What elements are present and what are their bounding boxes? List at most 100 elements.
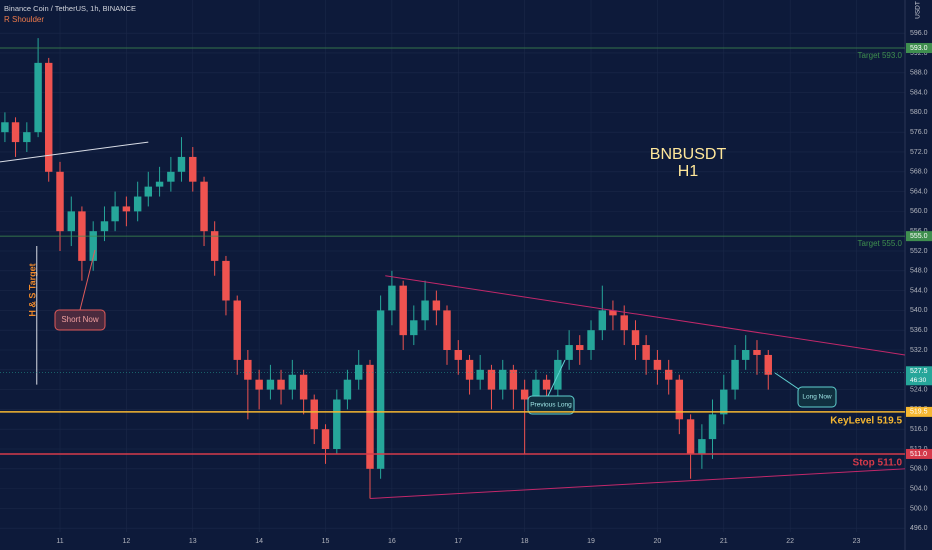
x-tick-label: 21 xyxy=(720,538,728,545)
x-tick-label: 23 xyxy=(853,538,861,545)
candle-body xyxy=(764,354,772,375)
candle-body xyxy=(343,379,352,400)
candle-body xyxy=(222,260,230,301)
candle-body xyxy=(310,399,318,430)
candle-body xyxy=(45,62,53,172)
candle-body xyxy=(144,186,153,197)
x-tick-label: 15 xyxy=(322,538,330,545)
candle-body xyxy=(277,379,285,390)
y-tick-label: 500.0 xyxy=(910,505,928,512)
y-tick-label: 544.0 xyxy=(910,287,928,294)
candle-body xyxy=(155,181,164,187)
level-label: Target 555.0 xyxy=(858,239,903,248)
candle-body xyxy=(23,132,31,143)
y-tick-label: 596.0 xyxy=(910,30,928,37)
candle-body xyxy=(432,300,441,311)
y-tick-label: 516.0 xyxy=(910,426,928,433)
axis-badge xyxy=(906,43,932,54)
level-label: Stop 511.0 xyxy=(853,458,903,469)
y-tick-label: 548.0 xyxy=(910,268,928,275)
x-tick-label: 14 xyxy=(255,538,263,545)
y-tick-label: 532.0 xyxy=(910,347,928,354)
y-tick-label: 536.0 xyxy=(910,327,928,334)
arrow xyxy=(79,249,96,311)
candle-body xyxy=(741,350,750,360)
candle-body xyxy=(399,285,407,336)
callout xyxy=(54,309,106,331)
trendline xyxy=(385,275,906,356)
y-tick-label: 576.0 xyxy=(910,129,928,136)
candle-body xyxy=(653,359,662,370)
candle-body xyxy=(388,285,396,311)
candle-body xyxy=(233,300,241,360)
candle-body xyxy=(565,345,573,360)
y-tick-label: 496.0 xyxy=(910,525,928,532)
axis-badge xyxy=(906,231,932,242)
y-tick-label: 592.0 xyxy=(910,50,928,57)
candle-body xyxy=(598,310,607,331)
candle-body xyxy=(631,330,640,346)
x-tick-label: 19 xyxy=(587,538,595,545)
candle-body xyxy=(509,369,518,390)
candle-body xyxy=(376,310,385,469)
y-tick-label: 584.0 xyxy=(910,89,928,96)
note: R Shoulder xyxy=(4,15,44,24)
candle-body xyxy=(532,379,540,400)
x-tick-label: 13 xyxy=(189,538,197,545)
candle-body xyxy=(421,300,429,321)
candle-body xyxy=(675,379,684,420)
x-tick-label: 22 xyxy=(786,538,794,545)
y-tick-label: 568.0 xyxy=(910,169,928,176)
candle-body xyxy=(542,379,551,390)
candle-body xyxy=(609,310,617,316)
currency: USDT xyxy=(915,1,922,19)
countdown-label: 46:30 xyxy=(910,377,927,384)
candle-body xyxy=(698,439,706,454)
y-tick-label: 524.0 xyxy=(910,386,928,393)
candle-body xyxy=(686,419,695,454)
axis-badge-label: 555.0 xyxy=(910,233,928,240)
candle-body xyxy=(410,320,418,336)
trendline xyxy=(369,468,906,500)
previous-long: Previous Long xyxy=(530,402,572,409)
candle-body xyxy=(731,359,739,390)
y-tick-label: 580.0 xyxy=(910,109,928,116)
symbol-header: Binance Coin / TetherUS, 1h, BINANCE xyxy=(4,4,136,13)
axis-badge xyxy=(906,448,932,459)
x-tick-label: 12 xyxy=(122,538,130,545)
callout xyxy=(797,386,837,408)
candle-body xyxy=(354,364,363,380)
y-tick-label: 508.0 xyxy=(910,466,928,473)
candle-body xyxy=(244,359,252,380)
candle-body xyxy=(288,374,297,390)
candle-body xyxy=(89,231,97,261)
last-price-label: 527.5 xyxy=(910,368,928,375)
y-tick-label: 504.0 xyxy=(910,485,928,492)
hs-target-label: H & S Target xyxy=(27,263,37,316)
candle-body xyxy=(167,171,175,182)
level-label: KeyLevel 519.5 xyxy=(830,416,902,427)
candle-body xyxy=(321,429,330,450)
callout xyxy=(527,395,575,415)
candle-body xyxy=(122,206,131,212)
candle-body xyxy=(587,330,595,350)
x-tick-label: 20 xyxy=(654,538,662,545)
candle-body xyxy=(520,389,529,400)
candle-body xyxy=(576,345,584,350)
candle-body xyxy=(443,310,451,350)
axis-badge-label: 519.5 xyxy=(910,409,928,416)
candle-body xyxy=(664,369,673,380)
short-now: Short Now xyxy=(61,315,99,324)
x-tick-label: 18 xyxy=(521,538,529,545)
y-tick-label: 564.0 xyxy=(910,188,928,195)
candle-body xyxy=(177,156,186,172)
y-tick-label: 560.0 xyxy=(910,208,928,215)
candle-body xyxy=(210,231,219,261)
candle-body xyxy=(200,181,208,232)
candle-body xyxy=(133,196,142,212)
axis-badge-label: 593.0 xyxy=(910,45,928,52)
level-label: Target 593.0 xyxy=(858,51,903,60)
candle-body xyxy=(708,414,717,440)
